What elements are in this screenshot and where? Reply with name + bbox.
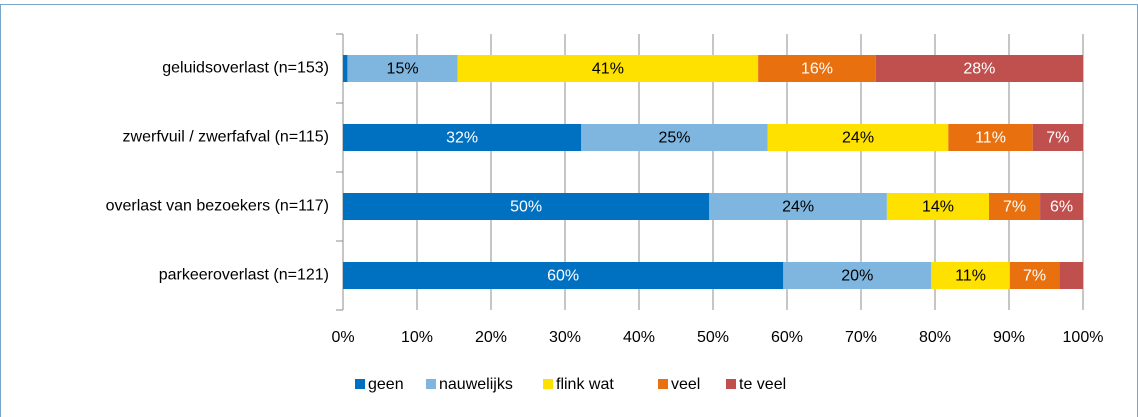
data-label: 28% [963, 61, 995, 78]
data-label: 16% [801, 61, 833, 78]
data-label: 20% [841, 268, 873, 285]
bar-segment [948, 124, 1033, 151]
bar-segment [457, 55, 759, 82]
legend-swatch [426, 379, 436, 389]
data-label: 24% [782, 199, 814, 216]
data-label: 11% [975, 130, 1006, 147]
legend-label: veel [671, 376, 700, 393]
y-tick-label: zwerfvuil / zwerfafval (n=115) [123, 129, 329, 146]
legend-label: geen [368, 376, 404, 393]
x-tick-label: 80% [919, 329, 951, 346]
bar-segment [343, 262, 784, 289]
bar-segment [1059, 262, 1083, 289]
bar-segment [1040, 193, 1083, 220]
legend-swatch [658, 379, 668, 389]
y-tick-label: overlast van bezoekers (n=117) [106, 198, 329, 215]
legend-label: flink wat [556, 376, 614, 393]
x-tick-label: 90% [993, 329, 1025, 346]
data-label: 25% [659, 130, 691, 147]
bar-segment [931, 262, 1010, 289]
x-tick-label: 50% [697, 329, 729, 346]
bar-segment [1009, 262, 1060, 289]
x-tick-label: 20% [475, 329, 507, 346]
bar-segment [989, 193, 1041, 220]
x-tick-label: 30% [549, 329, 581, 346]
data-label: 50% [510, 199, 542, 216]
bar-segment [581, 124, 768, 151]
legend-label: nauwelijks [439, 376, 513, 393]
data-label: 7% [1046, 130, 1069, 147]
x-tick-label: 40% [623, 329, 655, 346]
bar-segment [709, 193, 887, 220]
legend-swatch [543, 379, 553, 389]
legend-swatch [355, 379, 365, 389]
bar-segment [886, 193, 990, 220]
y-tick-label: parkeeroverlast (n=121) [159, 267, 329, 284]
data-label: 7% [1003, 199, 1026, 216]
bar-segment [767, 124, 949, 151]
x-tick-label: 10% [401, 329, 433, 346]
data-label: 24% [842, 130, 874, 147]
bar-segment [758, 55, 876, 82]
legend-swatch [726, 379, 736, 389]
bar-segment [343, 124, 582, 151]
x-tick-label: 0% [331, 329, 354, 346]
y-tick-label: geluidsoverlast (n=153) [162, 60, 329, 77]
data-label: 11% [955, 268, 986, 285]
legend-label: te veel [739, 376, 786, 393]
data-label: 15% [387, 61, 419, 78]
x-tick-label: 100% [1063, 329, 1104, 346]
x-tick-label: 60% [771, 329, 803, 346]
data-label: 7% [1023, 268, 1046, 285]
bar-segment [783, 262, 932, 289]
data-label: 6% [1050, 199, 1073, 216]
bar-segment [1032, 124, 1083, 151]
x-tick-label: 70% [845, 329, 877, 346]
data-label: 14% [922, 199, 954, 216]
data-label: 32% [446, 130, 478, 147]
bar-segment [343, 55, 348, 82]
bar-segment [343, 193, 710, 220]
bar-segment [347, 55, 458, 82]
bar-segment [875, 55, 1083, 82]
data-label: 41% [592, 61, 624, 78]
data-label: 60% [547, 268, 579, 285]
